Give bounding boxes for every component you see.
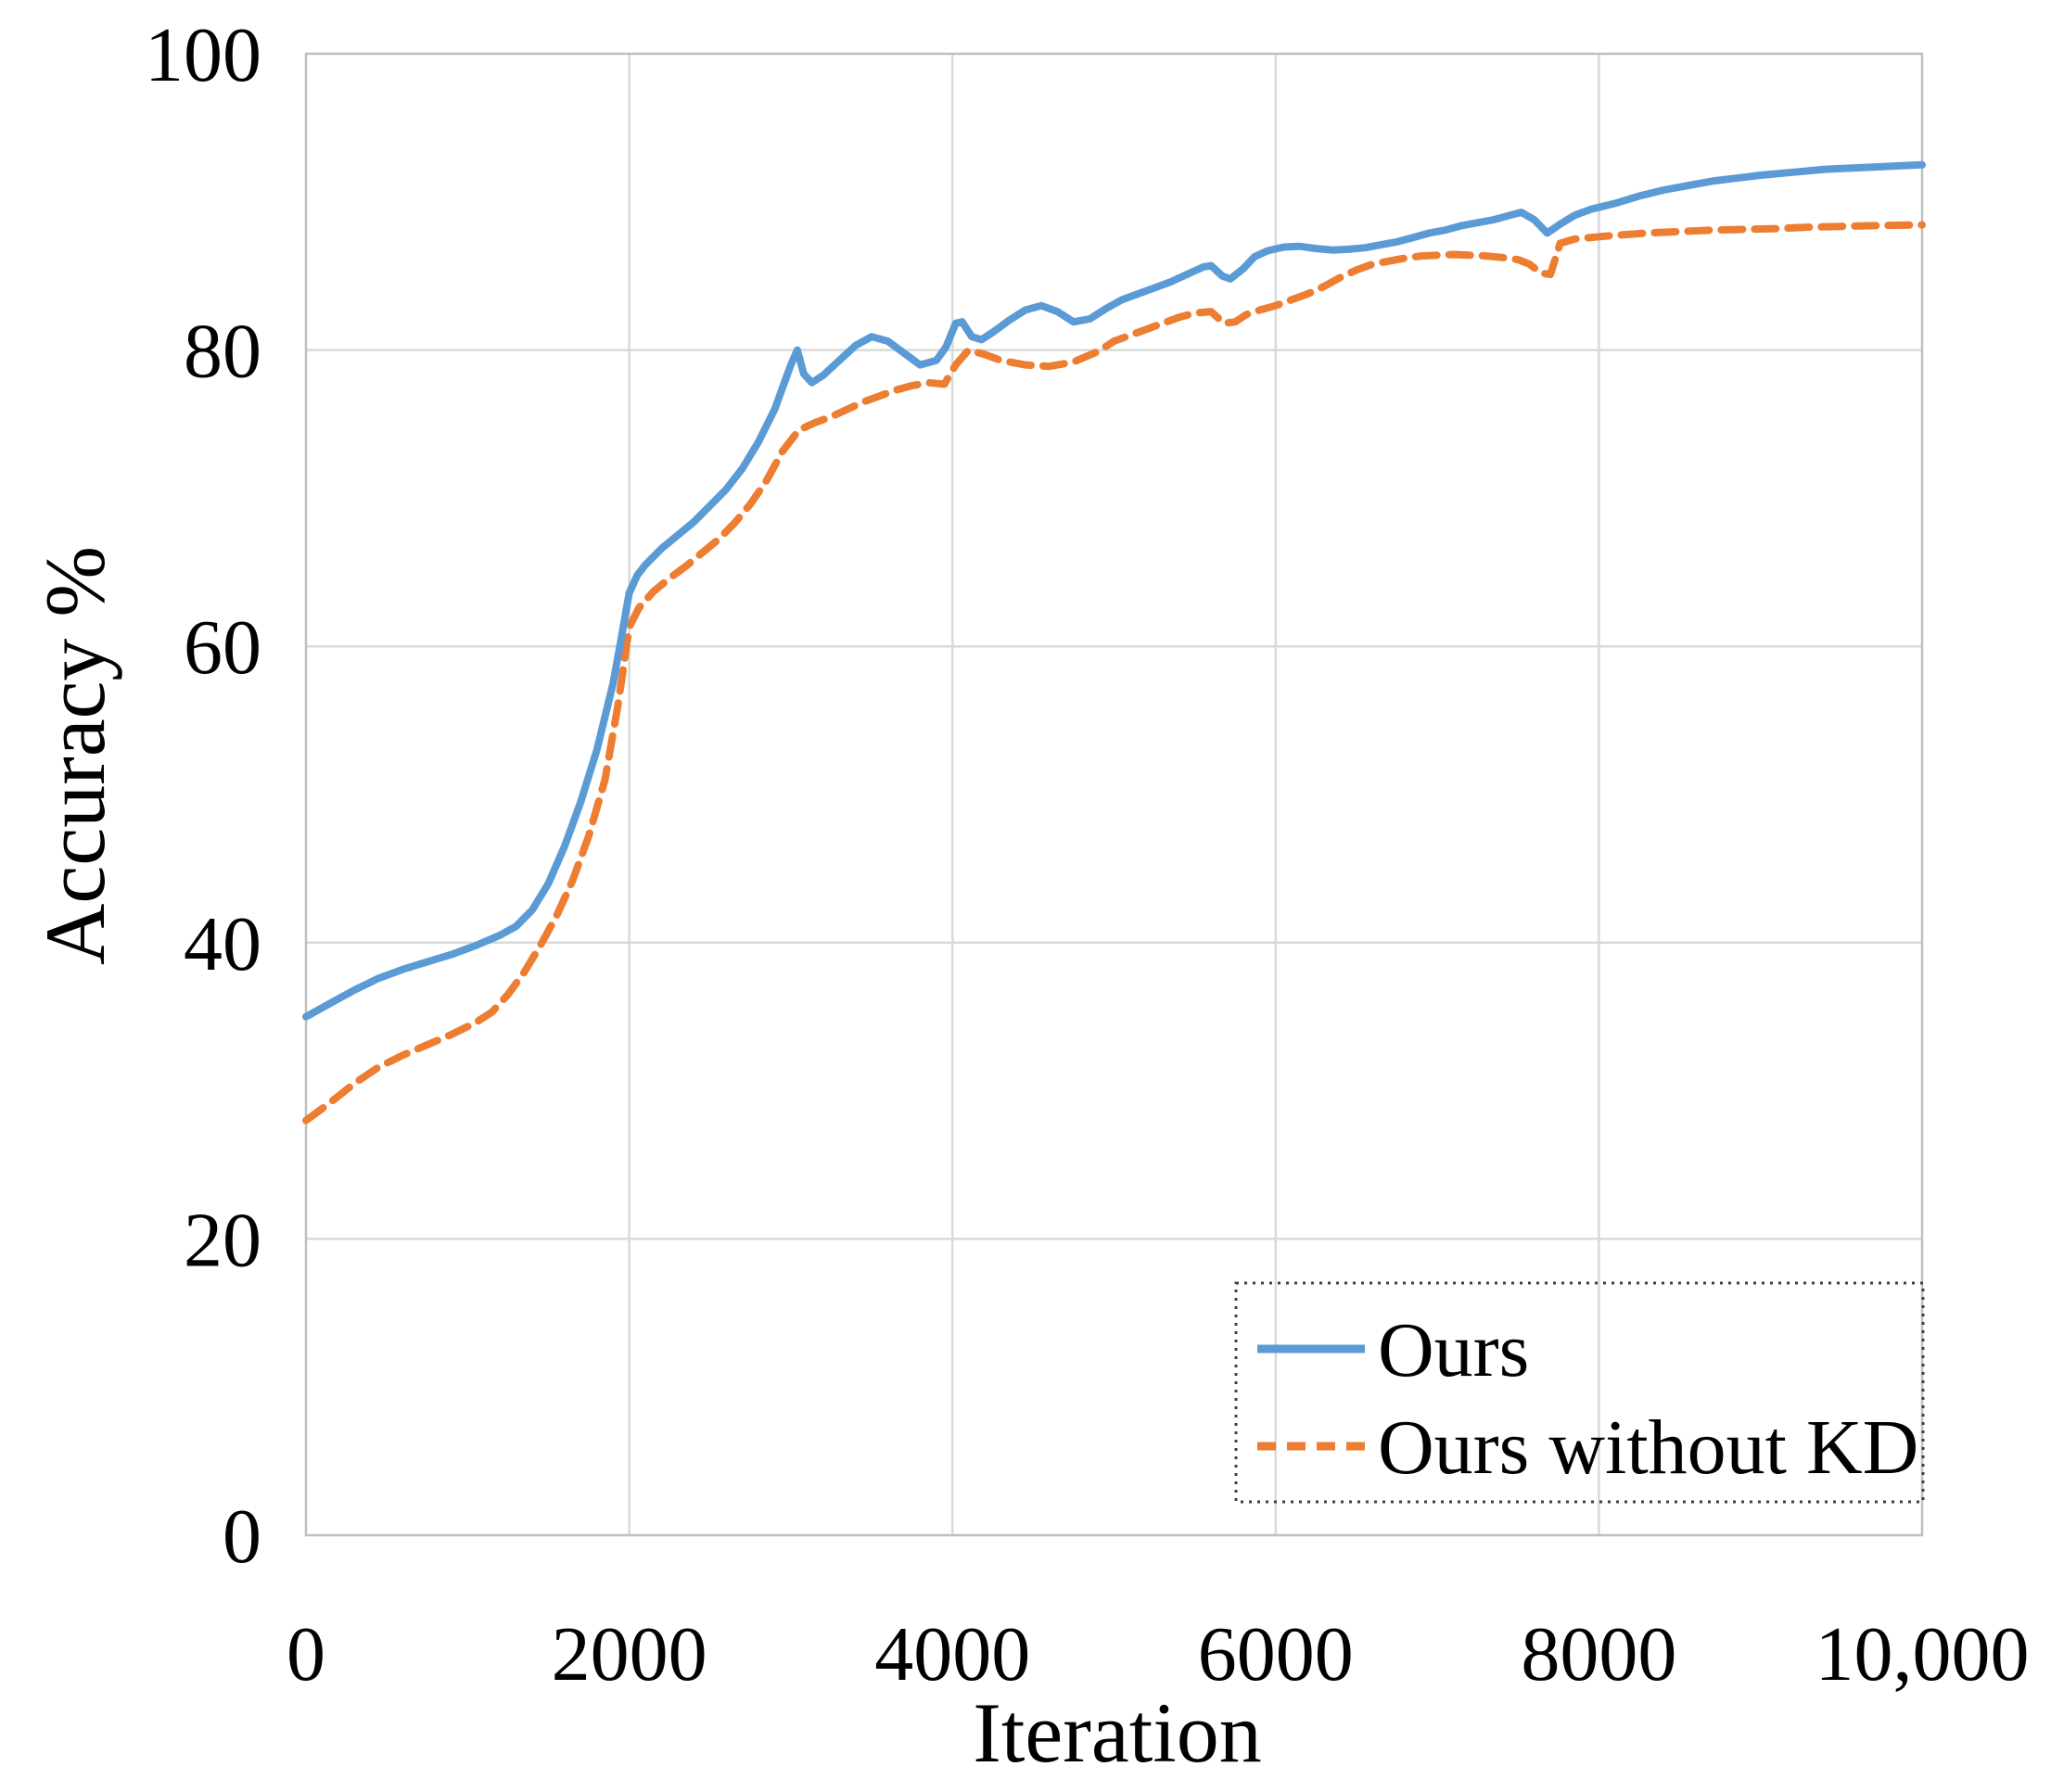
y-tick-label: 40 xyxy=(184,901,261,987)
legend-label-ours-without-kd: Ours without KD xyxy=(1378,1404,1918,1491)
x-tick-label: 8000 xyxy=(1521,1611,1676,1697)
y-tick-label: 20 xyxy=(184,1197,261,1283)
y-axis-tick-labels: 0 20 40 60 80 100 xyxy=(145,12,261,1580)
x-tick-label: 10,000 xyxy=(1815,1611,2030,1697)
plot-area-border xyxy=(304,52,1924,1537)
legend-entry-ours: Ours xyxy=(1257,1307,1529,1393)
gridlines xyxy=(306,54,1922,1535)
x-tick-label: 6000 xyxy=(1198,1611,1354,1697)
legend-border xyxy=(1234,1281,1925,1504)
y-tick-label: 100 xyxy=(145,12,261,98)
ours-without-kd-line xyxy=(302,221,1926,1125)
y-tick-label: 80 xyxy=(184,309,261,395)
y-tick-label: 60 xyxy=(184,604,261,691)
legend-entry-ours-without-kd: Ours without KD xyxy=(1257,1404,1918,1491)
x-tick-label: 0 xyxy=(287,1611,325,1697)
y-tick-label: 0 xyxy=(223,1493,261,1580)
ours-line xyxy=(302,160,1926,1021)
x-axis-title: Iteration xyxy=(973,1685,1262,1780)
y-axis-title: Accuracy % xyxy=(28,546,122,965)
x-axis-tick-labels: 0 2000 4000 6000 8000 10,000 xyxy=(287,1611,2030,1697)
legend: Ours Ours without KD xyxy=(1234,1281,1925,1504)
x-tick-label: 4000 xyxy=(874,1611,1030,1697)
x-tick-label: 2000 xyxy=(552,1611,707,1697)
legend-label-ours: Ours xyxy=(1378,1307,1529,1393)
